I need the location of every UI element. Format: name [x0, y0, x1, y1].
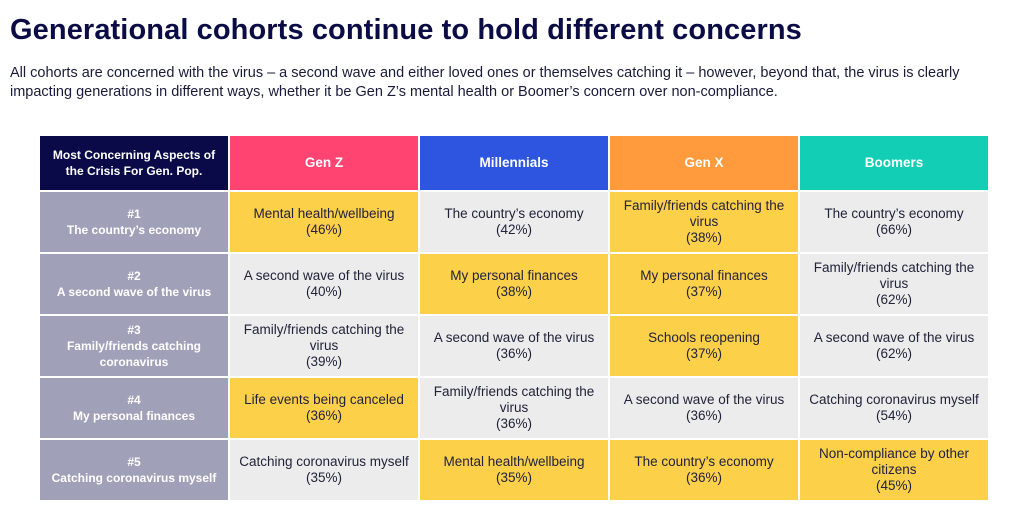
cell-text: Family/friends catching the virus [813, 260, 975, 291]
cell-text: The country’s economy [634, 454, 774, 469]
cell-text: Life events being canceled [244, 392, 404, 407]
column-header-millennials: Millennials [420, 136, 608, 190]
table-cell: Schools reopening (37%) [610, 316, 798, 376]
row-label: #1 The country’s economy [40, 192, 228, 252]
row-rank: #1 [127, 207, 141, 221]
table-cell: Family/friends catching the virus (39%) [230, 316, 418, 376]
corner-label: Most Concerning Aspects of the Crisis Fo… [52, 148, 216, 178]
row-rank: #2 [127, 269, 141, 283]
cell-percent: (40%) [305, 284, 342, 299]
cell-percent: (62%) [875, 292, 912, 307]
cell-percent: (45%) [875, 478, 912, 493]
row-label-text: My personal finances [72, 409, 196, 423]
cell-percent: (35%) [495, 470, 532, 485]
cell-percent: (38%) [685, 230, 722, 245]
cell-text: A second wave of the virus [243, 268, 405, 283]
page-title: Generational cohorts continue to hold di… [10, 14, 802, 46]
column-header-label: Gen X [684, 155, 724, 170]
row-label-text: The country’s economy [66, 223, 202, 237]
column-header-label: Boomers [864, 155, 924, 170]
column-header-gen-z: Gen Z [230, 136, 418, 190]
table-cell: A second wave of the virus (36%) [420, 316, 608, 376]
row-label: #3 Family/friends catching coronavirus [40, 316, 228, 376]
cell-percent: (42%) [495, 222, 532, 237]
cell-percent: (38%) [495, 284, 532, 299]
cell-text: Catching coronavirus myself [809, 392, 979, 407]
row-label: #5 Catching coronavirus myself [40, 440, 228, 500]
table-cell: A second wave of the virus (36%) [610, 378, 798, 438]
cell-percent: (36%) [305, 408, 342, 423]
cell-text: Catching coronavirus myself [239, 454, 409, 469]
cell-text: Mental health/wellbeing [253, 206, 395, 221]
cell-text: Schools reopening [648, 330, 760, 345]
column-header-label: Gen Z [304, 155, 344, 170]
cell-percent: (36%) [685, 470, 722, 485]
table-cell: Non-compliance by other citizens (45%) [800, 440, 988, 500]
row-label-text: Catching coronavirus myself [51, 471, 217, 485]
table-cell: Mental health/wellbeing (35%) [420, 440, 608, 500]
row-label-text: Family/friends catching coronavirus [66, 339, 202, 369]
cell-percent: (36%) [685, 408, 722, 423]
table-cell: Catching coronavirus myself (54%) [800, 378, 988, 438]
cell-text: Family/friends catching the virus [243, 322, 405, 353]
column-header-label: Millennials [479, 155, 549, 170]
row-rank: #4 [127, 393, 141, 407]
cell-text: A second wave of the virus [813, 330, 975, 345]
table-cell: Catching coronavirus myself (35%) [230, 440, 418, 500]
cell-text: My personal finances [640, 268, 768, 283]
cell-percent: (62%) [875, 346, 912, 361]
cell-text: Non-compliance by other citizens [818, 446, 970, 477]
table-cell: A second wave of the virus (40%) [230, 254, 418, 314]
column-header-gen-x: Gen X [610, 136, 798, 190]
page-subtitle: All cohorts are concerned with the virus… [10, 65, 960, 100]
table-cell: A second wave of the virus (62%) [800, 316, 988, 376]
cell-text: Family/friends catching the virus [623, 198, 785, 229]
table-cell: Family/friends catching the virus (38%) [610, 192, 798, 252]
row-label: #2 A second wave of the virus [40, 254, 228, 314]
table-cell: My personal finances (37%) [610, 254, 798, 314]
cell-percent: (36%) [495, 416, 532, 431]
cell-percent: (66%) [875, 222, 912, 237]
cell-percent: (37%) [685, 284, 722, 299]
corner-header: Most Concerning Aspects of the Crisis Fo… [40, 136, 228, 190]
row-label: #4 My personal finances [40, 378, 228, 438]
cell-text: The country’s economy [824, 206, 964, 221]
cell-percent: (39%) [305, 354, 342, 369]
table-cell: The country’s economy (36%) [610, 440, 798, 500]
table-cell: My personal finances (38%) [420, 254, 608, 314]
cell-percent: (37%) [685, 346, 722, 361]
table-cell: Mental health/wellbeing (46%) [230, 192, 418, 252]
cell-percent: (36%) [495, 346, 532, 361]
concerns-table: Most Concerning Aspects of the Crisis Fo… [40, 136, 988, 500]
cell-text: A second wave of the virus [433, 330, 595, 345]
column-header-boomers: Boomers [800, 136, 988, 190]
cell-text: A second wave of the virus [623, 392, 785, 407]
table-cell: Family/friends catching the virus (62%) [800, 254, 988, 314]
cell-percent: (35%) [305, 470, 342, 485]
cell-text: My personal finances [450, 268, 578, 283]
row-label-text: A second wave of the virus [56, 285, 212, 299]
cell-percent: (46%) [305, 222, 342, 237]
cell-percent: (54%) [875, 408, 912, 423]
cell-text: Mental health/wellbeing [443, 454, 585, 469]
cell-text: Family/friends catching the virus [433, 384, 595, 415]
table-cell: Life events being canceled (36%) [230, 378, 418, 438]
table-cell: Family/friends catching the virus (36%) [420, 378, 608, 438]
row-rank: #5 [127, 455, 141, 469]
table-cell: The country’s economy (42%) [420, 192, 608, 252]
row-rank: #3 [127, 323, 141, 337]
cell-text: The country’s economy [444, 206, 584, 221]
table-cell: The country’s economy (66%) [800, 192, 988, 252]
